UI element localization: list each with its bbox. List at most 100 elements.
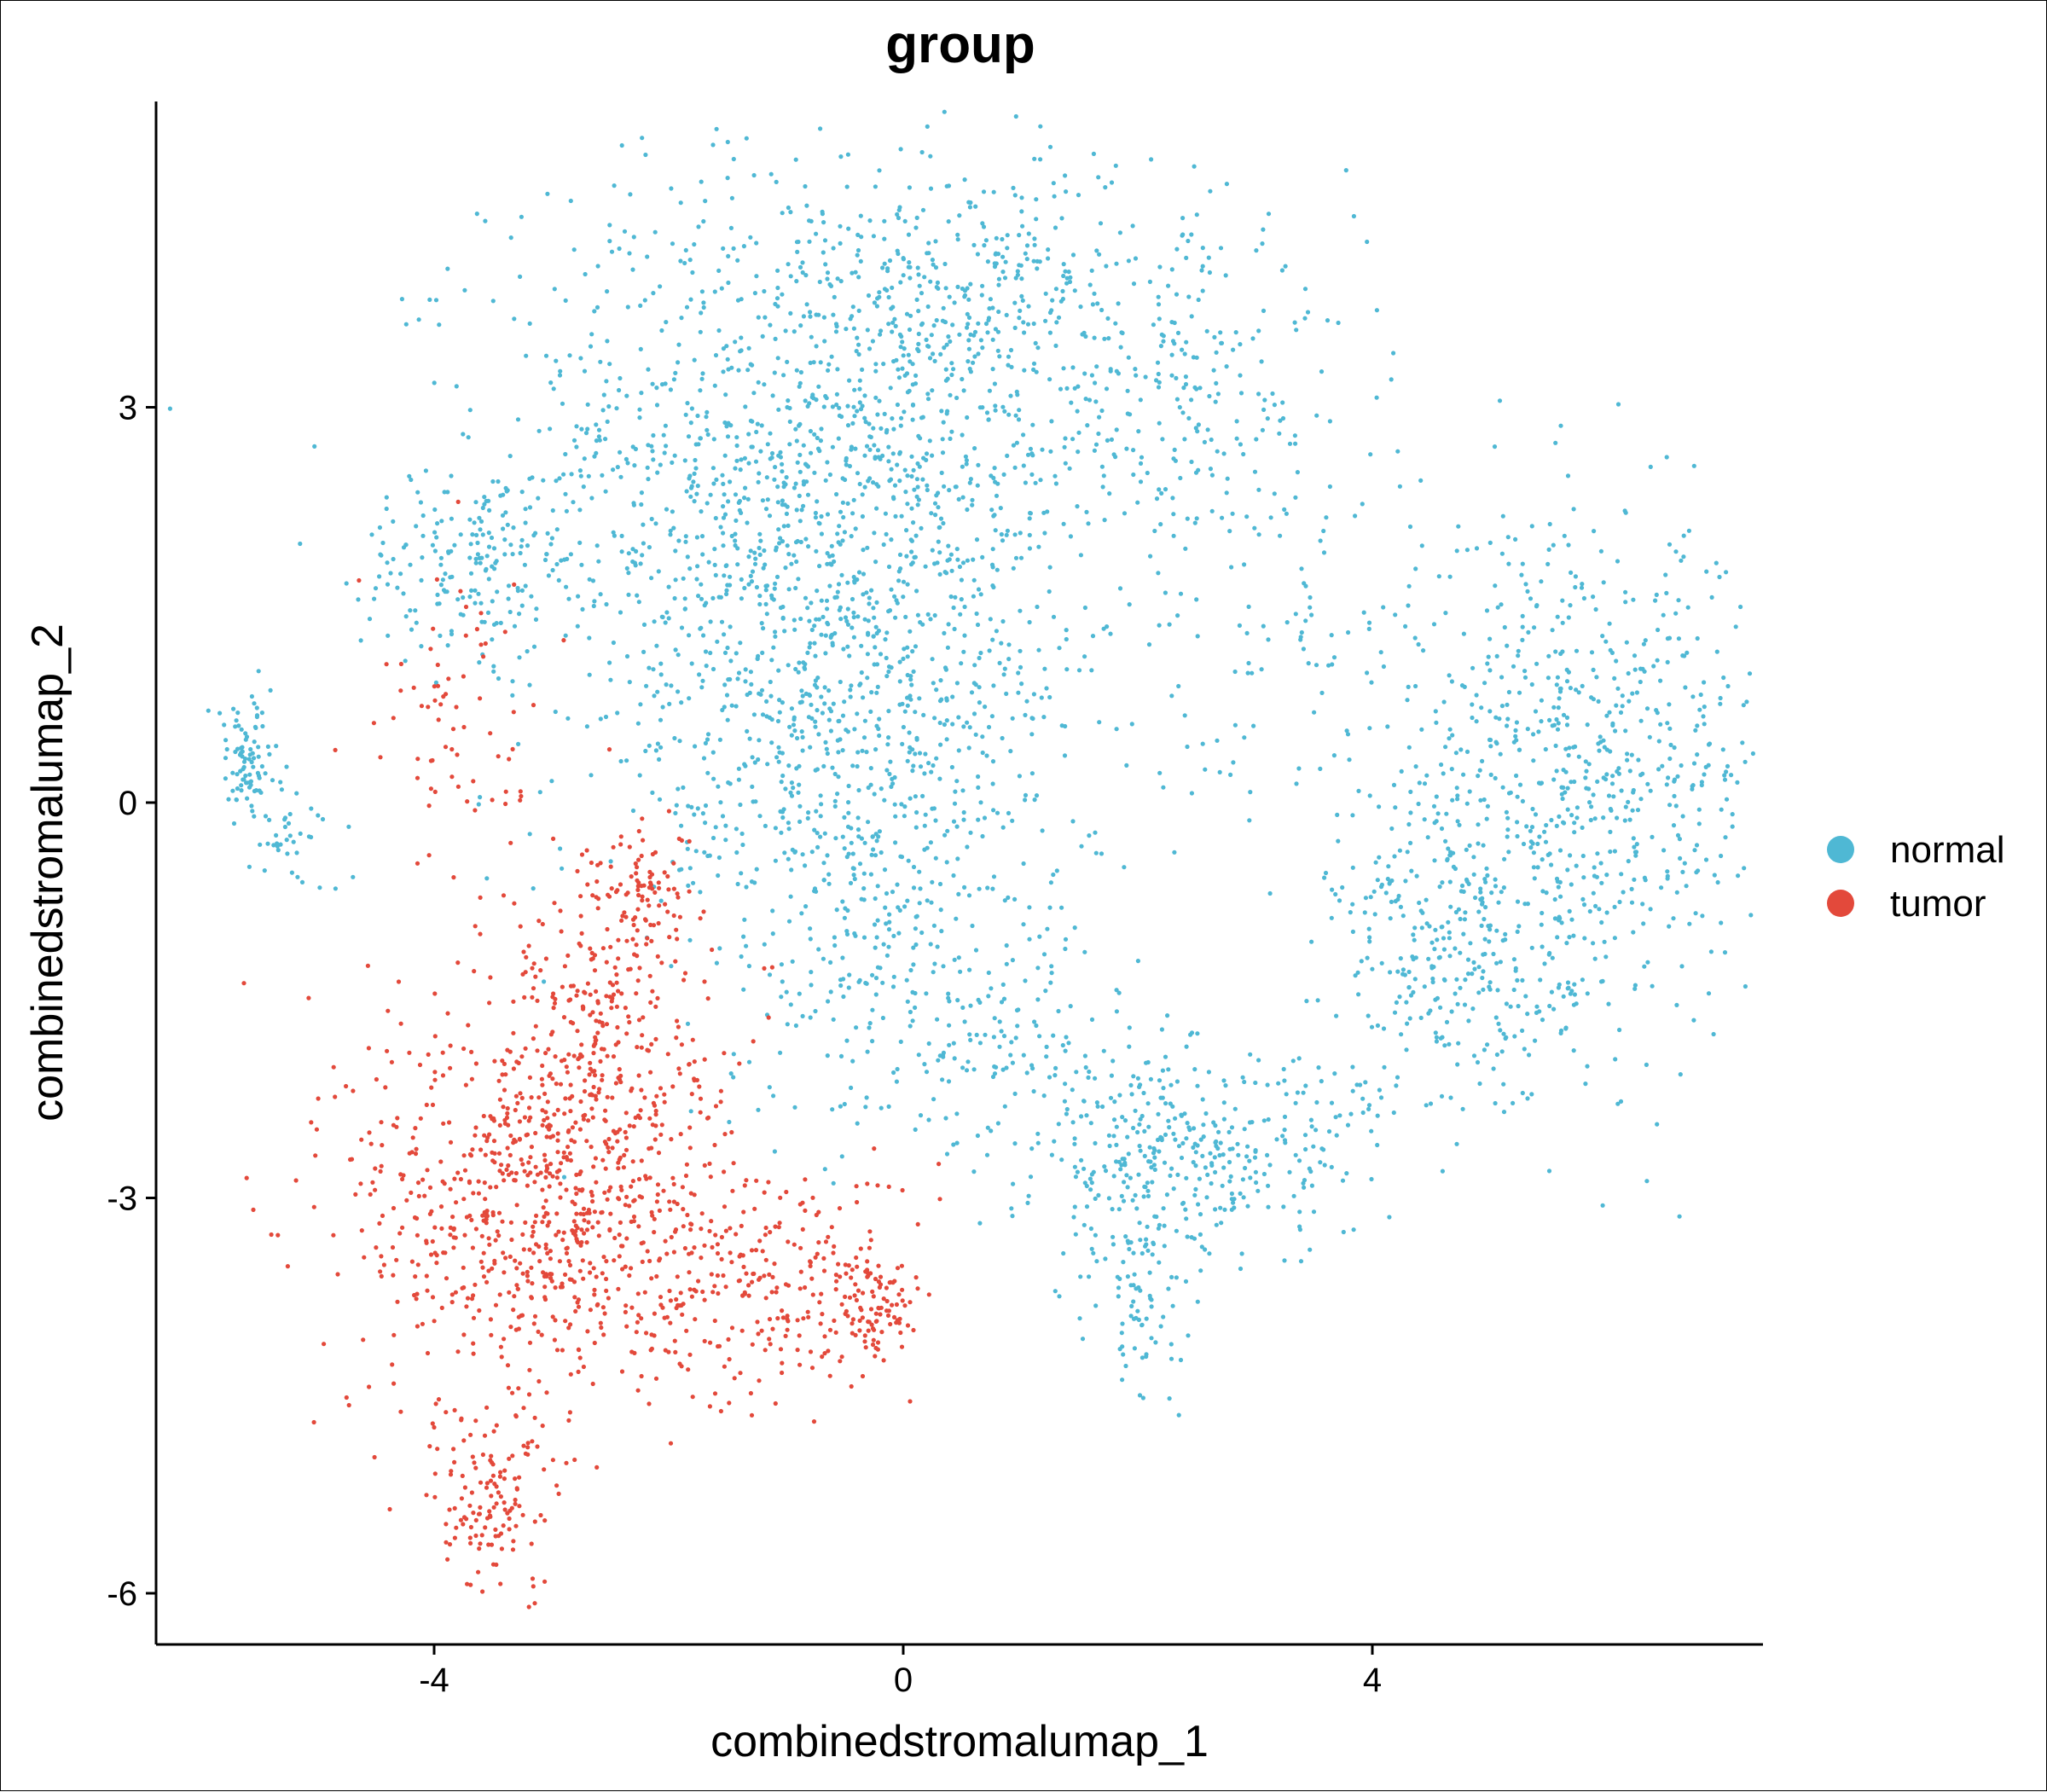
normal-point: [810, 392, 815, 397]
normal-point: [839, 414, 844, 420]
normal-point: [1433, 709, 1438, 714]
tumor-point: [344, 1083, 349, 1089]
normal-point: [1687, 921, 1692, 926]
normal-point: [812, 682, 818, 687]
normal-point: [679, 867, 684, 872]
normal-point: [478, 519, 484, 525]
tumor-point: [397, 1231, 403, 1236]
normal-point: [890, 984, 896, 989]
normal-point: [565, 716, 571, 721]
normal-point: [845, 152, 851, 157]
normal-point: [1029, 472, 1035, 478]
normal-point: [1298, 637, 1303, 642]
normal-point: [1262, 397, 1267, 403]
normal-point: [757, 531, 763, 536]
normal-point: [1332, 1071, 1337, 1076]
normal-point: [1041, 1093, 1047, 1099]
normal-point: [419, 577, 424, 583]
normal-point: [750, 755, 755, 760]
tumor-point: [346, 1402, 351, 1408]
normal-point: [976, 817, 981, 822]
normal-point: [651, 667, 656, 672]
tumor-point: [542, 1273, 548, 1279]
normal-point: [1482, 1047, 1487, 1053]
normal-point: [805, 492, 811, 497]
normal-point: [876, 455, 881, 460]
tumor-point: [501, 1250, 506, 1256]
normal-point: [738, 467, 743, 473]
tumor-point: [645, 1249, 650, 1254]
normal-point: [778, 1050, 783, 1055]
normal-point: [996, 282, 1001, 287]
normal-point: [825, 276, 830, 281]
normal-point: [291, 839, 296, 844]
normal-point: [206, 708, 211, 713]
normal-point: [1021, 320, 1026, 325]
normal-point: [756, 757, 761, 763]
normal-point: [469, 588, 474, 594]
normal-point: [1175, 330, 1181, 335]
tumor-point: [366, 1046, 371, 1051]
normal-point: [874, 723, 879, 728]
normal-point: [812, 827, 817, 832]
normal-point: [473, 600, 478, 606]
normal-point: [1558, 1030, 1563, 1035]
normal-point: [265, 744, 270, 750]
normal-point: [1476, 822, 1481, 827]
normal-point: [241, 767, 246, 772]
normal-point: [991, 584, 996, 590]
tumor-point: [573, 1186, 578, 1191]
normal-point: [1128, 1175, 1133, 1180]
normal-point: [1299, 629, 1304, 635]
normal-point: [1080, 332, 1085, 337]
normal-point: [1163, 1054, 1168, 1059]
normal-point: [1302, 1133, 1308, 1138]
normal-point: [1196, 297, 1201, 303]
normal-point: [974, 1032, 979, 1037]
normal-point: [967, 1032, 972, 1037]
normal-point: [1547, 950, 1552, 956]
normal-point: [1678, 855, 1683, 861]
normal-point: [1560, 598, 1565, 603]
normal-point: [992, 466, 997, 471]
normal-point: [1429, 940, 1435, 945]
tumor-point: [482, 1180, 487, 1186]
normal-point: [1542, 961, 1547, 966]
normal-point: [1632, 653, 1638, 658]
normal-point: [999, 531, 1004, 537]
normal-point: [657, 797, 663, 802]
normal-point: [1117, 586, 1123, 591]
normal-point: [1309, 612, 1314, 618]
normal-point: [1560, 649, 1565, 654]
normal-point: [1447, 1041, 1452, 1047]
normal-point: [664, 507, 670, 512]
normal-point: [783, 328, 788, 333]
normal-point: [491, 546, 497, 551]
normal-point: [1256, 1058, 1261, 1063]
normal-point: [1391, 782, 1397, 788]
normal-point: [714, 126, 719, 131]
normal-point: [522, 562, 528, 567]
normal-point: [758, 538, 763, 543]
normal-point: [825, 751, 830, 757]
tumor-point: [563, 1272, 568, 1277]
normal-point: [236, 723, 241, 728]
normal-point: [966, 346, 971, 351]
tumor-point: [379, 1163, 384, 1169]
normal-point: [1020, 298, 1025, 303]
normal-point: [1191, 355, 1196, 360]
normal-point: [911, 520, 916, 525]
normal-point: [1045, 926, 1050, 931]
normal-point: [1536, 729, 1541, 734]
normal-point: [1574, 863, 1579, 868]
normal-point: [1180, 1140, 1186, 1145]
normal-point: [1099, 851, 1105, 856]
normal-point: [1569, 570, 1574, 576]
normal-point: [1188, 1032, 1193, 1037]
normal-point: [1000, 1067, 1006, 1072]
normal-point: [1200, 264, 1205, 269]
normal-point: [913, 926, 918, 931]
normal-point: [809, 600, 814, 606]
normal-point: [644, 683, 649, 688]
normal-point: [1112, 1099, 1117, 1105]
